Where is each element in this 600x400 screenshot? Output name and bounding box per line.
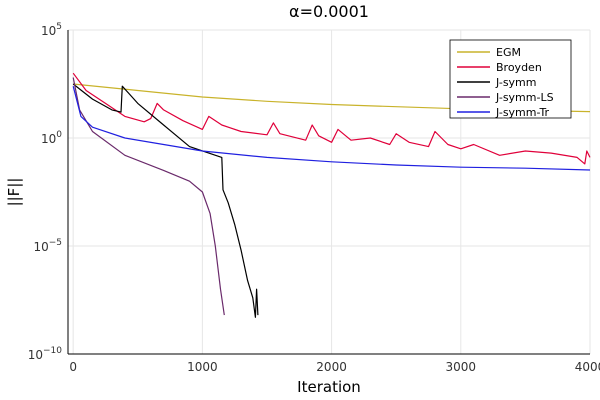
y-tick-base: 10: [28, 348, 43, 362]
legend-label-broyden: Broyden: [496, 61, 542, 74]
legend: EGM Broyden J-symm J-symm-LS J-symm-Tr: [449, 39, 572, 119]
y-tick-base: 10: [41, 24, 56, 38]
y-tick-label: 100: [41, 130, 62, 146]
x-axis-title: Iteration: [297, 378, 361, 396]
x-tick-label: 0: [69, 360, 77, 374]
y-tick-exponent: 0: [56, 130, 62, 140]
legend-label-j-symm-ls: J-symm-LS: [495, 91, 554, 104]
x-tick-labels: 0 1000 2000 3000 4000: [69, 360, 600, 374]
legend-box: [449, 39, 572, 119]
x-tick-label: 1000: [187, 360, 218, 374]
y-tick-exponent: 5: [56, 22, 62, 32]
x-tick-label: 4000: [575, 360, 600, 374]
y-axis-title: ||F||: [5, 178, 23, 207]
x-tick-label: 2000: [316, 360, 347, 374]
axes: [67, 30, 590, 355]
y-tick-base: 10: [33, 240, 48, 254]
series-line-broyden: [72, 72, 591, 165]
series-line-j-symm-tr: [72, 86, 591, 171]
y-tick-label: 10−10: [28, 346, 63, 362]
y-tick-exponent: −5: [49, 238, 62, 248]
legend-label-j-symm: J-symm: [495, 76, 537, 89]
x-tick-label: 3000: [446, 360, 477, 374]
legend-label-egm: EGM: [496, 46, 521, 59]
chart-title: α=0.0001: [289, 2, 369, 21]
series-line-j-symm: [72, 83, 259, 318]
series-line-j-symm-ls: [72, 77, 225, 316]
y-tick-label: 105: [41, 22, 62, 38]
y-tick-label: 10−5: [33, 238, 62, 254]
legend-label-j-symm-tr: J-symm-Tr: [495, 106, 550, 119]
y-tick-exponent: −10: [43, 346, 62, 356]
y-tick-base: 10: [41, 132, 56, 146]
